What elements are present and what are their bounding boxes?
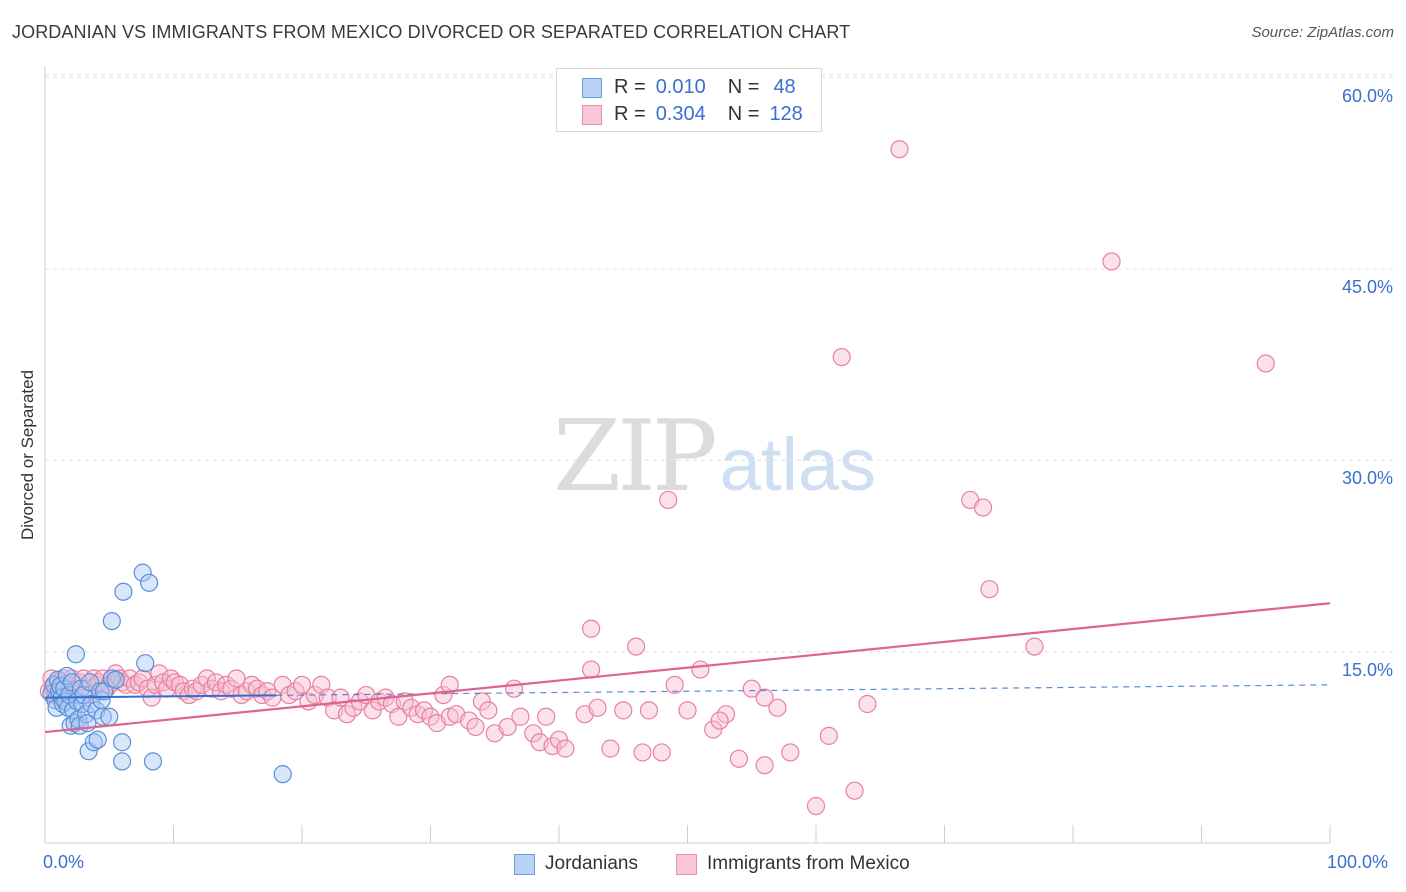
x-tick-label-max: 100.0% (1327, 852, 1389, 872)
point-mexico (781, 743, 800, 762)
x-tick-label-min: 0.0% (43, 852, 85, 872)
point-mexico (150, 664, 169, 683)
point-jordanians (106, 670, 125, 689)
legend-row-jordanians: R = 0.010 N = 48 (557, 74, 796, 101)
point-jordanians (80, 673, 100, 692)
point-mexico (466, 717, 485, 737)
legend-row-mexico: R = 0.304 N = 128 (557, 101, 803, 128)
series-swatch-jordanians (514, 853, 535, 875)
point-jordanians (102, 611, 121, 631)
series-legend-jordanians: Jordanians (514, 851, 638, 877)
point-mexico (227, 669, 246, 688)
point-mexico (549, 730, 569, 749)
chart-title: JORDANIAN VS IMMIGRANTS FROM MEXICO DIVO… (12, 22, 851, 42)
source-label: Source: ZipAtlas.com (1251, 24, 1394, 41)
point-mexico (742, 679, 761, 698)
point-mexico (363, 701, 382, 720)
point-mexico (626, 637, 646, 656)
point-mexico (498, 717, 517, 737)
point-mexico (639, 701, 659, 720)
y-tick-label-60: 60.0% (1341, 86, 1393, 106)
legend-r-label: R = (614, 103, 646, 125)
point-mexico (537, 707, 556, 726)
point-mexico (614, 701, 633, 720)
series-legend-mexico: Immigrants from Mexico (676, 851, 910, 877)
point-mexico (588, 698, 607, 717)
point-mexico (755, 756, 774, 775)
point-jordanians (136, 654, 155, 673)
point-mexico (710, 711, 729, 730)
point-jordanians (112, 752, 132, 771)
point-jordanians (273, 765, 292, 784)
point-mexico (440, 675, 459, 694)
watermark-atlas: atlas (719, 423, 877, 506)
point-mexico (890, 140, 909, 159)
point-jordanians (66, 645, 85, 664)
series-label-jordanians: Jordanians (545, 853, 638, 874)
point-mexico (1025, 637, 1044, 656)
legend-n-value: 48 (773, 76, 796, 98)
watermark-zip: ZIP (553, 400, 718, 514)
point-jordanians (143, 752, 163, 771)
point-mexico (845, 781, 864, 800)
point-mexico (556, 739, 575, 758)
point-mexico (729, 749, 749, 768)
point-jordanians (133, 563, 152, 582)
y-tick-label-15: 15.0% (1341, 660, 1393, 680)
legend-n-label: N = (727, 103, 760, 125)
point-mexico (1256, 354, 1275, 373)
point-mexico (665, 675, 684, 694)
point-mexico (832, 347, 851, 367)
trendline-mexico (44, 602, 1331, 734)
series-label-mexico: Immigrants from Mexico (707, 853, 910, 874)
point-mexico (292, 675, 312, 694)
point-mexico (652, 743, 671, 762)
point-mexico (197, 669, 217, 688)
trendline-jordanians (44, 694, 277, 699)
point-jordanians (100, 707, 119, 726)
watermark: ZIPatlas (553, 400, 876, 514)
point-mexico (819, 726, 838, 745)
point-mexico (704, 720, 723, 739)
point-mexico (858, 694, 877, 714)
point-mexico (1102, 252, 1121, 271)
point-mexico (659, 490, 678, 510)
legend-swatch-jordanians (582, 77, 602, 98)
point-mexico (582, 619, 601, 638)
legend-swatch-mexico (582, 104, 602, 125)
point-mexico (980, 580, 999, 599)
point-mexico (511, 707, 530, 726)
y-tick-label-45: 45.0% (1341, 277, 1393, 297)
point-mexico (678, 701, 697, 720)
legend-n-value: 128 (769, 103, 803, 125)
point-jordanians (62, 673, 82, 692)
point-mexico (504, 679, 524, 698)
legend-r-value: 0.304 (655, 103, 706, 125)
point-mexico (582, 660, 601, 679)
point-jordanians (112, 733, 132, 752)
point-mexico (222, 679, 241, 698)
y-tick-label-30: 30.0% (1341, 468, 1393, 488)
point-jordanians (114, 582, 133, 601)
point-mexico (691, 660, 710, 679)
point-mexico (755, 688, 774, 707)
correlation-legend: R = 0.010 N = 48 R = 0.304 N = 128 (556, 68, 822, 132)
series-swatch-mexico (676, 853, 697, 875)
point-mexico (806, 796, 826, 816)
point-mexico (601, 739, 620, 758)
point-mexico (973, 498, 993, 517)
point-mexico (479, 701, 498, 720)
legend-r-value: 0.010 (655, 76, 706, 98)
legend-r-label: R = (614, 76, 646, 98)
point-mexico (768, 698, 787, 717)
point-mexico (389, 707, 408, 726)
point-jordanians (88, 730, 107, 749)
point-mexico (633, 743, 652, 762)
point-mexico (524, 724, 543, 743)
point-jordanians (139, 573, 159, 592)
legend-n-label: N = (727, 76, 760, 98)
point-mexico (472, 692, 491, 711)
